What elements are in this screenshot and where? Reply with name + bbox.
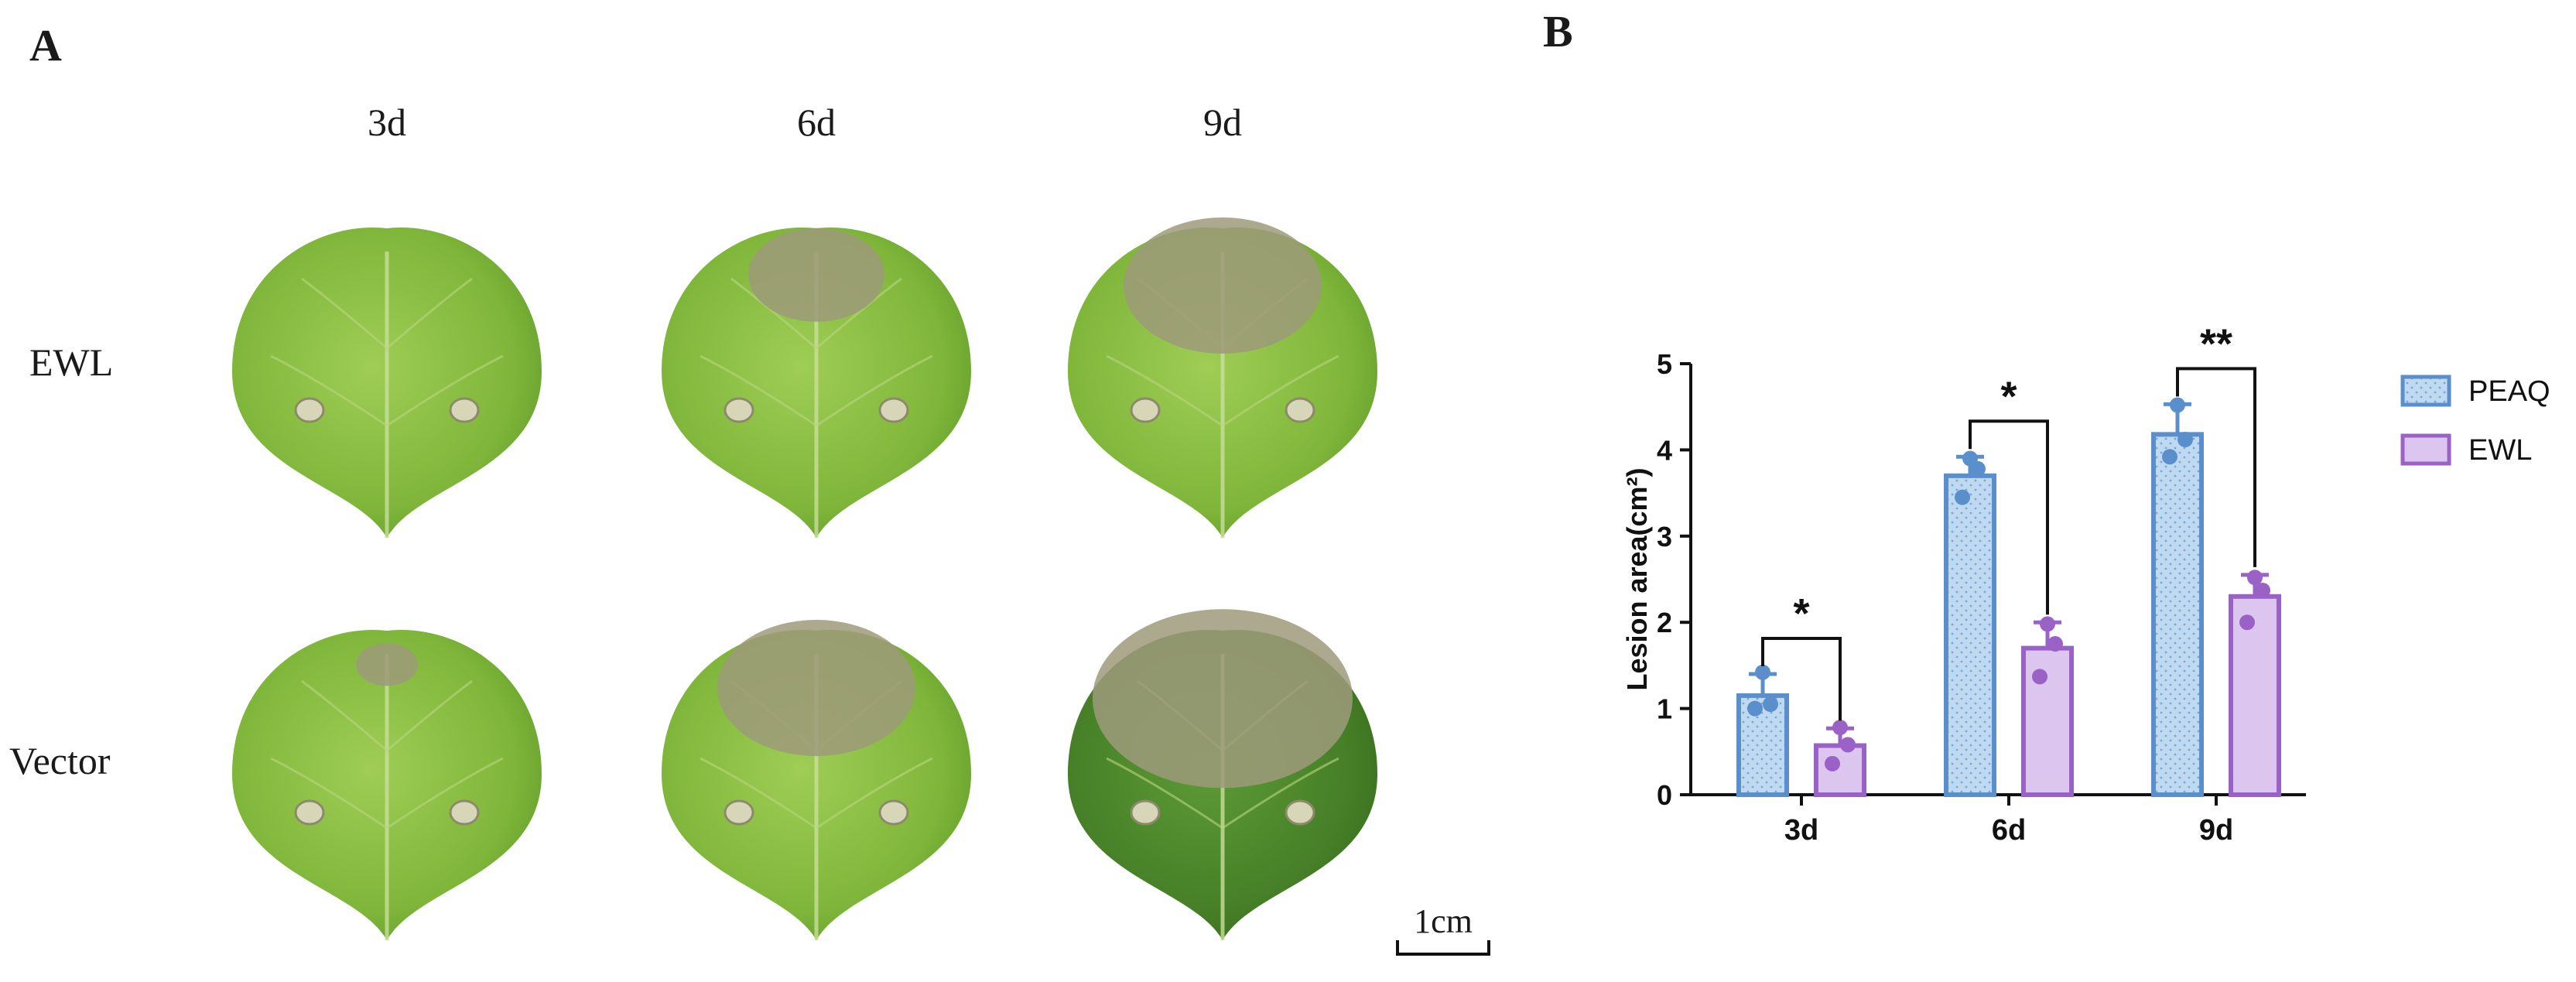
significance-bracket bbox=[1969, 419, 2049, 615]
legend-swatch-ewl bbox=[2400, 433, 2451, 466]
infiltration-spot bbox=[449, 799, 480, 826]
row-label-ewl: EWL bbox=[29, 340, 113, 384]
bar-peaq-9d bbox=[2151, 432, 2204, 798]
x-tick-label: 3d bbox=[1784, 814, 1818, 847]
data-point-ewl bbox=[2032, 669, 2047, 685]
x-tick-label: 6d bbox=[1992, 814, 2026, 847]
significance-bracket bbox=[2176, 367, 2256, 567]
significance-label: * bbox=[2000, 373, 2017, 419]
data-point-ewl bbox=[2247, 570, 2263, 586]
infiltration-spot bbox=[724, 397, 754, 423]
data-point-peaq bbox=[1763, 696, 1778, 713]
y-axis-label: Lesion area(cm²) bbox=[1621, 467, 1653, 690]
data-point-ewl bbox=[1832, 720, 1848, 736]
infiltration-spot bbox=[878, 397, 909, 423]
legend-label-ewl: EWL bbox=[2468, 434, 2532, 467]
y-tick-label: 5 bbox=[1657, 348, 1672, 380]
scale-bar-label: 1cm bbox=[1414, 902, 1473, 940]
infiltration-spot bbox=[1130, 799, 1161, 826]
column-label-3d: 3d bbox=[368, 101, 406, 144]
data-point-peaq bbox=[2170, 397, 2185, 413]
data-point-ewl bbox=[2047, 636, 2063, 652]
leaf-vector-6d bbox=[662, 620, 971, 940]
leaf-vector-3d bbox=[232, 629, 542, 940]
data-point-peaq bbox=[1955, 489, 1970, 505]
significance-label: * bbox=[1793, 590, 1809, 637]
leaf-veins bbox=[1106, 679, 1339, 830]
panel-a-label: A bbox=[29, 20, 62, 70]
bar-peaq-3d bbox=[1736, 693, 1789, 798]
data-point-ewl bbox=[2040, 616, 2055, 632]
infiltration-spot bbox=[1285, 397, 1315, 423]
leaf-ewl-6d bbox=[662, 227, 971, 538]
bar-peaq-6d bbox=[1944, 473, 1996, 797]
data-point-ewl bbox=[1825, 755, 1840, 772]
bar-ewl-3d bbox=[1814, 743, 1866, 798]
leaf-veins bbox=[700, 679, 933, 830]
leaf-veins bbox=[1106, 277, 1339, 427]
leaf-photographs bbox=[232, 217, 1377, 940]
leaf-ewl-9d bbox=[1068, 217, 1377, 538]
lesion-main bbox=[1124, 217, 1322, 354]
scale-bar: 1cm bbox=[1396, 902, 1490, 956]
lesion-main bbox=[748, 228, 884, 322]
leaf-ewl-3d bbox=[232, 227, 542, 538]
infiltration-spot bbox=[1285, 799, 1315, 826]
infiltration-spot bbox=[878, 799, 909, 826]
leaf-veins bbox=[270, 277, 504, 427]
infiltration-spot bbox=[294, 799, 325, 826]
significance-label: ** bbox=[2200, 320, 2232, 367]
bar-ewl-6d bbox=[2021, 645, 2074, 797]
data-point-peaq bbox=[2162, 449, 2177, 465]
column-label-6d: 6d bbox=[797, 101, 836, 144]
data-point-peaq bbox=[1755, 664, 1770, 680]
row-label-vector: Vector bbox=[9, 739, 111, 782]
leaf-vector-9d bbox=[1068, 609, 1377, 940]
y-tick-label: 0 bbox=[1657, 779, 1672, 811]
panel-b-label: B bbox=[1543, 6, 1573, 56]
data-point-peaq bbox=[1970, 460, 1986, 477]
data-point-ewl bbox=[2255, 582, 2270, 598]
infiltration-spot bbox=[1130, 397, 1161, 423]
leaf-veins bbox=[700, 277, 933, 427]
data-point-peaq bbox=[2177, 432, 2193, 448]
data-point-ewl bbox=[2239, 614, 2255, 631]
bar-ewl-9d bbox=[2229, 594, 2281, 798]
significance-bracket bbox=[1761, 637, 1842, 721]
infiltration-spot bbox=[724, 799, 754, 826]
lesion-main bbox=[1093, 609, 1353, 789]
leaf-veins bbox=[270, 679, 504, 830]
data-point-ewl bbox=[1840, 737, 1856, 753]
column-label-9d: 9d bbox=[1203, 101, 1242, 144]
infiltration-spot bbox=[294, 397, 325, 423]
infiltration-spot bbox=[449, 397, 480, 423]
lesion-main bbox=[356, 643, 418, 686]
data-point-peaq bbox=[1747, 700, 1763, 717]
x-tick-label: 9d bbox=[2199, 814, 2233, 847]
legend-label-peaq: PEAQ bbox=[2468, 375, 2550, 408]
legend: PEAQ EWL bbox=[2400, 375, 2550, 467]
y-tick-label: 4 bbox=[1657, 434, 1672, 466]
y-tick-label: 2 bbox=[1657, 607, 1672, 638]
y-tick-label: 3 bbox=[1657, 521, 1672, 553]
legend-swatch-peaq bbox=[2400, 375, 2451, 407]
lesion-main bbox=[717, 620, 915, 756]
y-tick-label: 1 bbox=[1657, 693, 1672, 725]
